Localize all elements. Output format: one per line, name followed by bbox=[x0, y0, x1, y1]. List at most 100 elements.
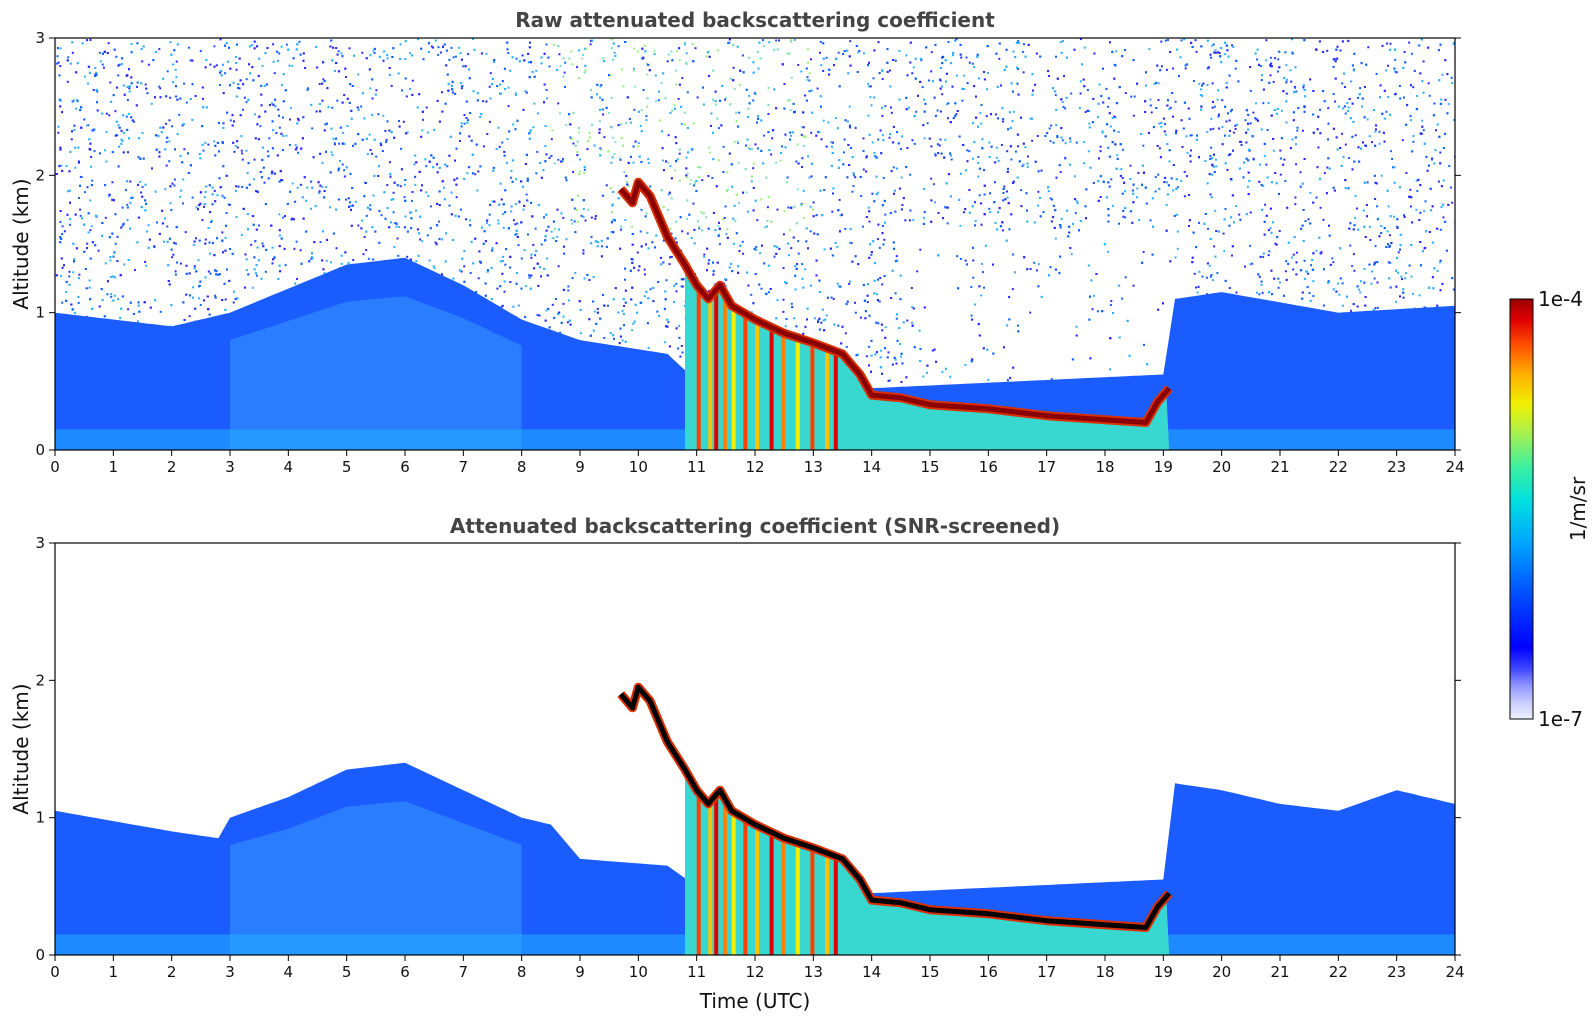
precip-streak bbox=[731, 305, 736, 450]
panel-screened: Attenuated backscattering coefficient (S… bbox=[9, 514, 1465, 1013]
x-tick-label: 16 bbox=[979, 458, 998, 476]
x-tick-label: 10 bbox=[629, 458, 648, 476]
precip-streak bbox=[781, 836, 786, 955]
x-tick-label: 9 bbox=[575, 963, 585, 981]
precip-streak bbox=[708, 803, 713, 955]
precip-streak bbox=[722, 795, 727, 955]
x-tick-label: 6 bbox=[400, 963, 410, 981]
x-tick-label: 18 bbox=[1095, 963, 1114, 981]
panel-screened-y-axis: 0 1 2 3 bbox=[35, 534, 1461, 964]
precip-streak bbox=[833, 855, 838, 955]
precip-streak bbox=[714, 292, 719, 450]
precip-streak bbox=[714, 797, 719, 955]
y-tick-label: 3 bbox=[35, 534, 45, 552]
x-tick-label: 13 bbox=[804, 963, 823, 981]
precip-streak bbox=[755, 824, 759, 955]
aerosol-core-area bbox=[230, 801, 522, 955]
x-tick-label: 3 bbox=[225, 963, 235, 981]
x-tick-label: 18 bbox=[1095, 458, 1114, 476]
precip-streak bbox=[810, 846, 815, 955]
precip-streak bbox=[708, 298, 713, 450]
precip-streak bbox=[795, 337, 800, 450]
x-tick-label: 17 bbox=[1037, 458, 1056, 476]
cloud-layer-line bbox=[618, 684, 1172, 930]
x-tick-label: 24 bbox=[1445, 963, 1464, 981]
panel-screened-plot-area bbox=[55, 543, 1455, 955]
x-tick-label: 10 bbox=[629, 963, 648, 981]
x-tick-label: 20 bbox=[1212, 963, 1231, 981]
panel-raw-plot-area bbox=[55, 38, 1455, 450]
y-tick-label: 0 bbox=[35, 441, 45, 459]
x-tick-label: 15 bbox=[920, 963, 939, 981]
x-tick-label: 13 bbox=[804, 458, 823, 476]
precip-streak bbox=[810, 341, 815, 450]
y-tick-label: 1 bbox=[35, 304, 45, 322]
x-tick-label: 0 bbox=[50, 458, 60, 476]
x-tick-label: 11 bbox=[687, 963, 706, 981]
precip-streak bbox=[743, 817, 748, 955]
x-tick-label: 22 bbox=[1329, 963, 1348, 981]
x-tick-label: 19 bbox=[1154, 458, 1173, 476]
precip-streak bbox=[743, 312, 748, 450]
colorbar-min-label: 1e-7 bbox=[1538, 707, 1583, 731]
precipitation-streaks bbox=[696, 285, 838, 450]
x-tick-label: 1 bbox=[109, 458, 119, 476]
precip-streak bbox=[722, 290, 727, 450]
x-tick-label: 5 bbox=[342, 963, 352, 981]
sub-cloud-region bbox=[685, 264, 1170, 450]
y-tick-label: 2 bbox=[35, 671, 45, 689]
y-tick-label: 2 bbox=[35, 166, 45, 184]
x-tick-label: 22 bbox=[1329, 458, 1348, 476]
x-tick-label: 12 bbox=[745, 963, 764, 981]
precipitation-streaks bbox=[696, 790, 838, 955]
panel-screened-title: Attenuated backscattering coefficient (S… bbox=[450, 514, 1060, 538]
precip-streak bbox=[731, 810, 736, 955]
x-tick-label: 16 bbox=[979, 963, 998, 981]
precip-streak bbox=[769, 326, 774, 450]
precip-streak bbox=[833, 350, 838, 450]
x-tick-label: 21 bbox=[1270, 963, 1289, 981]
x-tick-label: 8 bbox=[517, 963, 527, 981]
x-tick-label: 3 bbox=[225, 458, 235, 476]
panel-raw-y-axis: 0 1 2 3 bbox=[35, 29, 1461, 459]
precip-streak bbox=[696, 790, 701, 955]
sub-cloud-region bbox=[685, 769, 1170, 955]
x-tick-label: 4 bbox=[284, 963, 294, 981]
colorbar-max-label: 1e-4 bbox=[1538, 287, 1583, 311]
colorbar-unit-label: 1/m/sr bbox=[1566, 476, 1590, 541]
x-tick-label: 15 bbox=[920, 458, 939, 476]
x-tick-label: 21 bbox=[1270, 458, 1289, 476]
x-tick-label: 8 bbox=[517, 458, 527, 476]
precip-streak bbox=[781, 331, 786, 450]
precip-streak bbox=[696, 285, 701, 450]
x-tick-label: 9 bbox=[575, 458, 585, 476]
x-tick-label: 1 bbox=[109, 963, 119, 981]
precip-streak bbox=[755, 319, 759, 450]
panel-raw-x-axis: 0 1 2 3 4 5 6 7 8 9 10 11 12 13 14 15 16 17 18 19 20 21 22 23 24 bbox=[50, 450, 1465, 476]
x-tick-label: 19 bbox=[1154, 963, 1173, 981]
precip-streak bbox=[825, 347, 829, 450]
y-tick-label: 1 bbox=[35, 809, 45, 827]
x-tick-label: 23 bbox=[1387, 963, 1406, 981]
x-tick-label: 24 bbox=[1445, 458, 1464, 476]
x-tick-label: 11 bbox=[687, 458, 706, 476]
panel-raw-y-axis-label: Altitude (km) bbox=[9, 178, 33, 309]
aerosol-core-area bbox=[230, 296, 522, 450]
colorbar: 1e-4 1e-7 1/m/sr bbox=[1509, 287, 1590, 731]
colorbar-gradient bbox=[1509, 298, 1534, 720]
x-tick-label: 2 bbox=[167, 963, 177, 981]
x-tick-label: 7 bbox=[459, 963, 469, 981]
precip-streak bbox=[795, 842, 800, 955]
x-tick-label: 4 bbox=[284, 458, 294, 476]
precip-streak bbox=[769, 831, 774, 955]
panel-raw: Raw attenuated backscattering coefficien… bbox=[9, 8, 1465, 476]
x-tick-label: 7 bbox=[459, 458, 469, 476]
x-tick-label: 5 bbox=[342, 458, 352, 476]
x-tick-label: 14 bbox=[862, 458, 881, 476]
panel-screened-x-axis-label: Time (UTC) bbox=[699, 989, 811, 1013]
y-tick-label: 0 bbox=[35, 946, 45, 964]
x-tick-label: 23 bbox=[1387, 458, 1406, 476]
panel-raw-title: Raw attenuated backscattering coefficien… bbox=[515, 8, 995, 32]
x-tick-label: 2 bbox=[167, 458, 177, 476]
panel-screened-y-axis-label: Altitude (km) bbox=[9, 683, 33, 814]
